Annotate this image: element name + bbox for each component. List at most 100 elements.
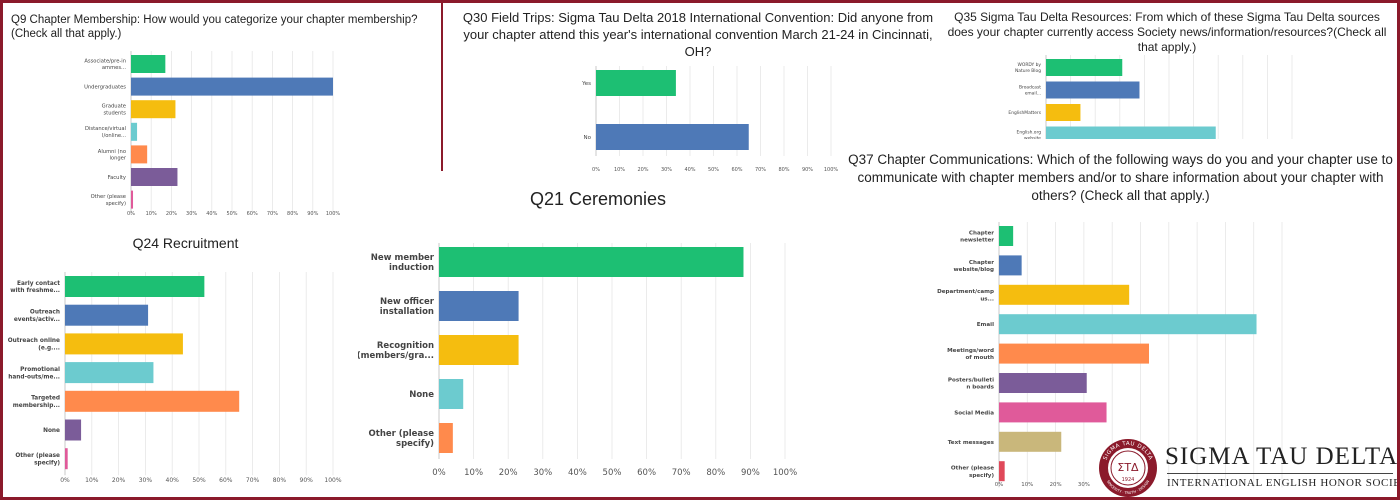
q30-title: Q30 Field Trips: Sigma Tau Delta 2018 In… xyxy=(462,10,934,59)
q9-title: Q9 Chapter Membership: How would you cat… xyxy=(11,14,418,40)
logo-rule xyxy=(1167,473,1393,474)
q24-tick-label: 50% xyxy=(192,477,206,484)
q21-tick-label: 70% xyxy=(672,468,691,478)
q24-title: Q24 Recruitment xyxy=(132,235,239,251)
q21-category-label: New member xyxy=(371,253,435,263)
q21-bar xyxy=(439,291,519,321)
q24-bar xyxy=(65,362,154,384)
q35-category-label: email... xyxy=(1025,91,1041,97)
q37-title: Q37 Chapter Communications: Which of the… xyxy=(848,152,1393,203)
q30-tick-label: 0% xyxy=(592,167,600,173)
q9-category-label: longer xyxy=(109,156,126,162)
q24-bar xyxy=(65,276,205,297)
society-name: SIGMA TAU DELTA xyxy=(1165,443,1399,470)
q30-tick-label: 40% xyxy=(684,167,695,173)
q30-tick-label: 70% xyxy=(755,167,766,173)
seal-year: 1924 xyxy=(1122,477,1135,483)
q35-category-label: Nature Blog xyxy=(1015,68,1041,74)
q37-category-label: Text messages xyxy=(948,440,995,446)
q9-tick-label: 0% xyxy=(127,211,135,217)
q24-category-label: membership... xyxy=(13,403,60,409)
q37-bar xyxy=(999,461,1005,482)
q21-tick-label: 40% xyxy=(568,468,587,478)
q24-tick-label: 0% xyxy=(60,477,70,484)
q21-bar xyxy=(439,379,464,409)
q24-bar xyxy=(65,419,82,441)
q35-category-label: EnglishMatters xyxy=(1008,110,1041,116)
q21-tick-label: 10% xyxy=(464,468,483,478)
q24-tick-label: 40% xyxy=(166,477,180,484)
q37-bar xyxy=(999,431,1062,452)
q24-category-label: Promotional xyxy=(20,367,60,373)
sigma-tau-delta-logo: SIGMA TAU DELTA SINCERITY · TRUTH · DESI… xyxy=(1095,437,1399,497)
society-seal-icon: SIGMA TAU DELTA SINCERITY · TRUTH · DESI… xyxy=(1099,439,1157,497)
q21-tick-label: 90% xyxy=(741,468,760,478)
q30-tick-label: 20% xyxy=(637,167,648,173)
q37-bar xyxy=(999,343,1149,364)
q21-tick-label: 100% xyxy=(773,468,797,478)
q37-tick-label: 0% xyxy=(995,482,1004,488)
q21-category-label: Other (please xyxy=(369,429,435,439)
q37-bar xyxy=(999,226,1014,246)
q24-tick-label: 60% xyxy=(219,477,233,484)
q21-tick-label: 0% xyxy=(432,468,446,478)
q21-tick-label: 50% xyxy=(603,468,622,478)
q9-category-label: ammes... xyxy=(102,65,126,71)
q24-category-label: events/activ... xyxy=(14,317,60,323)
q30-category-label: Yes xyxy=(581,81,591,87)
q21-category-label: Recognition xyxy=(377,341,434,351)
q24-category-label: hand-outs/me... xyxy=(8,374,60,380)
q37-bar xyxy=(999,284,1130,305)
q30-chart: Yes No 0% 10% 20% 30% 40% 50% 60% 70% 80% 90% 100% xyxy=(581,66,839,173)
q9-category-label: Undergraduates xyxy=(84,84,126,90)
q35-category-label: Broadcast xyxy=(1019,85,1041,91)
q37-tick-label: 30% xyxy=(1078,482,1090,488)
q24-tick-label: 100% xyxy=(324,477,341,484)
q37-bar xyxy=(999,314,1257,335)
q21-tick-label: 30% xyxy=(533,468,552,478)
q37-category-label: Chapter xyxy=(969,260,994,266)
q24-category-label: Early contact xyxy=(17,281,60,287)
q9-tick-label: 100% xyxy=(326,211,341,217)
q9-tick-label: 20% xyxy=(166,211,177,217)
q21-category-label: specify) xyxy=(396,439,434,449)
q30-bar xyxy=(596,70,676,96)
q9-category-label: Other (please xyxy=(91,194,126,200)
q21-category-label: None xyxy=(409,390,434,400)
q9-tick-label: 30% xyxy=(186,211,197,217)
q9-tick-label: 50% xyxy=(226,211,237,217)
q37-bar xyxy=(999,373,1087,393)
q35-bar xyxy=(1046,126,1216,139)
q9-tick-label: 90% xyxy=(307,211,318,217)
q30-tick-label: 10% xyxy=(614,167,625,173)
q30-tick-label: 50% xyxy=(708,167,719,173)
q37-category-label: n boards xyxy=(966,385,994,391)
q24-tick-label: 20% xyxy=(112,477,126,484)
q37-category-label: Department/camp xyxy=(937,289,994,295)
q24-tick-label: 30% xyxy=(139,477,153,484)
q21-category-label: installation xyxy=(380,307,434,317)
q30-tick-label: 30% xyxy=(661,167,672,173)
seal-letters: ΣΤΔ xyxy=(1117,461,1139,474)
q35-category-label: English.org xyxy=(1017,130,1042,136)
q21-bar xyxy=(439,423,453,453)
q37-category-label: Social Media xyxy=(954,410,994,416)
q9-tick-label: 60% xyxy=(247,211,258,217)
q9-bar xyxy=(131,100,176,119)
q30-tick-label: 90% xyxy=(802,167,813,173)
q9-bar xyxy=(131,77,333,96)
q9-bar xyxy=(131,55,166,73)
q24-category-label: Other (please xyxy=(15,453,60,459)
q30-category-label: No xyxy=(584,135,592,141)
q21-tick-label: 60% xyxy=(637,468,656,478)
q30-bar xyxy=(596,124,749,150)
q30-tick-label: 100% xyxy=(824,167,839,173)
q24-bar xyxy=(65,390,240,412)
q21-tick-label: 20% xyxy=(499,468,518,478)
q9-category-label: Distance/virtual xyxy=(85,126,126,132)
q9-tick-label: 70% xyxy=(267,211,278,217)
q21-bar xyxy=(439,335,519,365)
q9-category-label: students xyxy=(103,110,126,116)
